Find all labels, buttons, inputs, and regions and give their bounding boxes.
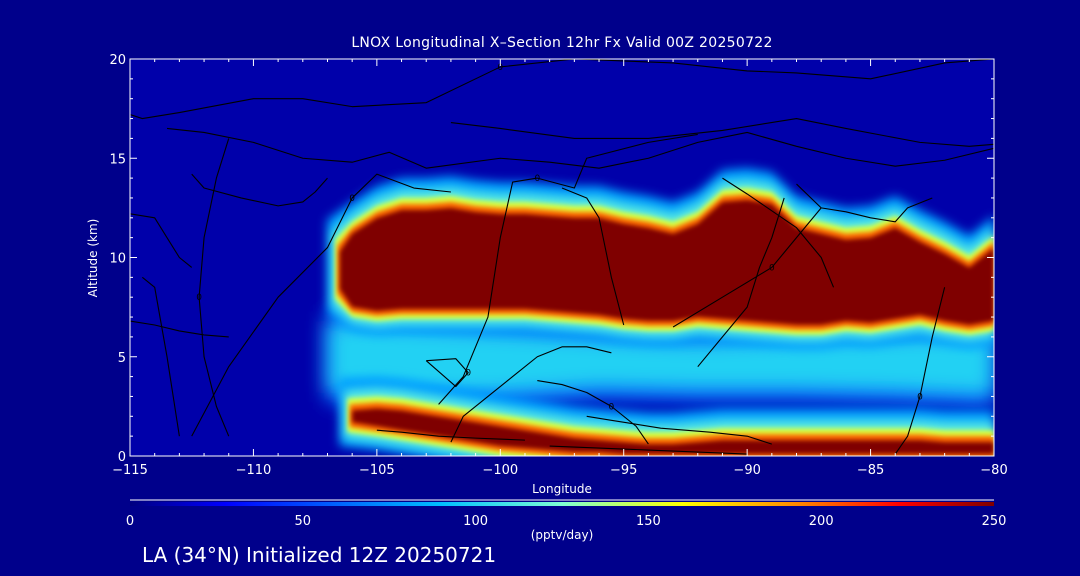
colorbar-tick-label: 100 — [463, 514, 488, 529]
footer-caption: LA (34°N) Initialized 12Z 20250721 — [142, 543, 497, 567]
contour-line — [130, 213, 193, 268]
contour-line — [450, 118, 994, 147]
contour-line — [796, 183, 933, 223]
colorbar-ticks: 0 50 100 150 200 250 — [126, 514, 1007, 529]
heatmap-field — [327, 168, 994, 456]
contour-line — [894, 287, 946, 455]
contour-label: 0 — [349, 194, 355, 204]
y-axis-label: Altitude (km) — [86, 218, 100, 298]
contour-label: 0 — [465, 369, 471, 379]
x-tick-label: −100 — [482, 463, 518, 478]
contour-line — [561, 187, 625, 326]
contour-label: 0 — [196, 293, 202, 303]
x-tick-label: −80 — [980, 463, 1007, 478]
y-tick-label: 15 — [109, 152, 126, 167]
colorbar-unit: (pptv/day) — [530, 528, 594, 542]
y-tick-label: 20 — [109, 53, 126, 68]
colorbar-tick-label: 0 — [126, 514, 134, 529]
colorbar-tick-label: 250 — [982, 514, 1007, 529]
x-tick-label: −105 — [359, 463, 395, 478]
contour-line — [130, 320, 229, 338]
contour-line — [376, 429, 525, 441]
upper-band-core — [339, 199, 994, 325]
x-tick-label: −95 — [610, 463, 637, 478]
contour-label: 0 — [609, 402, 615, 412]
x-axis-label: Longitude — [532, 482, 592, 496]
contour-line — [537, 380, 649, 445]
contour-line — [450, 346, 612, 443]
colorbar: 0 50 100 150 200 250 — [126, 499, 1007, 529]
y-tick-label: 10 — [109, 252, 126, 267]
contour-label: 0 — [534, 174, 540, 184]
contour-line — [191, 173, 451, 437]
contour-line — [549, 445, 748, 455]
contour-line — [425, 358, 469, 388]
colorbar-strip — [130, 502, 994, 506]
y-axis: 0 5 10 15 20 — [109, 53, 994, 465]
contour-lines: 0 0 0 0 0 0 0 0 — [130, 59, 994, 455]
contour-line — [198, 138, 230, 437]
contour-line — [191, 173, 328, 207]
contour-line — [166, 127, 994, 169]
x-tick-label: −115 — [112, 463, 148, 478]
y-tick-label: 5 — [118, 351, 126, 366]
lower-band-core — [352, 408, 994, 455]
contour-label: 0 — [769, 263, 775, 273]
contour-line — [672, 207, 822, 328]
colorbar-tick-label: 50 — [295, 514, 312, 529]
contour-label: 0 — [497, 63, 503, 73]
x-tick-label: −110 — [236, 463, 272, 478]
x-axis: −115 −110 −105 −100 −95 −90 −85 −80 — [112, 59, 1008, 478]
contour-line — [141, 276, 180, 437]
contour-line — [438, 133, 698, 405]
chart-title: LNOX Longitudinal X–Section 12hr Fx Vali… — [351, 35, 773, 51]
y-tick-label: 0 — [118, 450, 126, 465]
contour-line — [722, 177, 835, 288]
colorbar-tick-label: 200 — [809, 514, 834, 529]
contour-label: 0 — [917, 392, 923, 402]
contour-line — [697, 197, 785, 368]
contour-line — [130, 59, 994, 120]
x-tick-label: −90 — [733, 463, 760, 478]
contour-line — [586, 415, 772, 445]
colorbar-tick-label: 150 — [636, 514, 661, 529]
x-tick-label: −85 — [857, 463, 884, 478]
